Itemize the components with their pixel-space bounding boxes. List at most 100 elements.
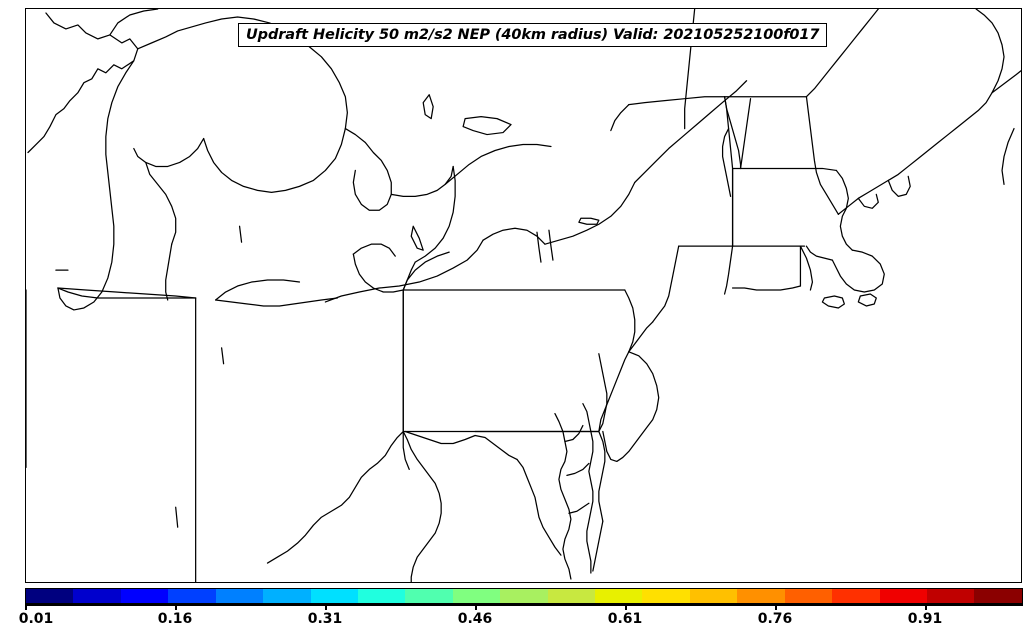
colorbar-tick-6 <box>925 604 927 610</box>
lake-erie-south-shore <box>214 297 338 307</box>
colorbar-segment-4 <box>215 589 264 603</box>
chesapeake-bay-east <box>582 402 594 574</box>
massachusetts-north-border <box>731 167 837 172</box>
colorbar-tick-2 <box>325 604 327 610</box>
colorbar-segment-18 <box>879 589 928 603</box>
new-jersey-outline <box>602 351 660 463</box>
map-title-text: Updraft Helicity 50 m2/s2 NEP (40km radi… <box>246 27 820 43</box>
lake-huron-west-shore <box>390 165 454 197</box>
georgian-bay-island-b <box>410 225 424 251</box>
connecticut-south-coast <box>731 285 802 291</box>
colorbar-segment-10 <box>500 589 548 603</box>
colorbar: 0.01 0.16 0.31 0.46 0.61 0.76 0.91 <box>0 586 1033 633</box>
nantucket-island <box>857 293 877 307</box>
colorbar-tick-4 <box>625 604 627 610</box>
marthas-vineyard <box>821 295 845 309</box>
maine-coast <box>837 92 993 215</box>
colorbar-label-6: 0.91 <box>907 611 943 627</box>
colorbar-label-1: 0.16 <box>157 611 193 627</box>
keweenaw-peninsula <box>109 9 159 36</box>
colorbar-tick-0 <box>25 604 27 610</box>
pennsylvania-northeast-corner <box>624 289 636 353</box>
lake-michigan-dash-c <box>175 506 179 528</box>
michigan-lower-west-coast <box>165 243 173 301</box>
new-york-canada-border <box>628 96 726 106</box>
colorbar-label-0: 0.01 <box>18 611 54 627</box>
colorbar-label-4: 0.61 <box>607 611 643 627</box>
ontario-border-north <box>444 143 552 186</box>
colorbar-tick-3 <box>475 604 477 610</box>
colorbar-label-5: 0.76 <box>757 611 793 627</box>
colorbar-axis-line <box>25 604 1023 606</box>
pennsylvania-erie-triangle <box>402 251 450 291</box>
maine-west-border <box>805 9 879 98</box>
finger-lakes-a <box>536 231 542 263</box>
colorbar-segment-9 <box>452 589 501 603</box>
colorbar-segment-6 <box>310 589 358 603</box>
colorbar-segment-15 <box>737 589 785 603</box>
delmarva-coast <box>598 430 606 522</box>
colorbar-segment-14 <box>689 589 738 603</box>
colorbar-segment-16 <box>784 589 833 603</box>
colorbar-tick-1 <box>175 604 177 610</box>
lake-erie-east-end <box>482 227 546 245</box>
maine-penobscot-bay <box>887 175 911 197</box>
buzzards-bay <box>805 245 834 261</box>
pennsylvania-east-delaware-river <box>598 351 630 433</box>
colorbar-segment-13 <box>642 589 690 603</box>
ohio-west-virginia-border <box>266 430 404 564</box>
lake-erie-west-bay <box>214 279 301 301</box>
northern-michigan-bay <box>145 161 177 245</box>
chesapeake-bay-inlet-c <box>568 502 590 514</box>
colorbar-segment-20 <box>974 589 1022 603</box>
colorbar-segment-2 <box>120 589 169 603</box>
michigan-indiana-border <box>57 287 197 299</box>
delmarva-south <box>592 520 604 572</box>
upper-michigan-lake-michigan-shore <box>133 137 205 168</box>
manitoulin-island <box>462 116 512 136</box>
maine-north-border <box>975 9 1005 94</box>
lake-michigan-west-shore <box>57 60 135 311</box>
saginaw-bay-outline <box>344 127 392 211</box>
nova-scotia-edge <box>1001 127 1015 186</box>
upper-peninsula-outline <box>137 16 348 193</box>
new-jersey-north <box>628 321 654 353</box>
st-lawrence-river <box>634 80 748 184</box>
map-panel: Updraft Helicity 50 m2/s2 NEP (40km radi… <box>25 8 1022 583</box>
lake-ontario-outline <box>544 181 636 245</box>
maryland-potomac <box>516 458 562 556</box>
lake-michigan-dash-b <box>220 347 225 365</box>
lake-oneida <box>578 217 600 225</box>
georgian-bay-island-a <box>422 94 434 120</box>
colorbar-segment-7 <box>357 589 406 603</box>
lake-michigan-south-shore <box>57 287 197 299</box>
lake-st-clair <box>352 243 396 257</box>
rhode-island-outline <box>799 245 814 291</box>
colorbar-segment-12 <box>595 589 643 603</box>
chesapeake-bay-inlet-b <box>566 462 590 476</box>
connecticut-west-border <box>723 245 734 295</box>
colorbar-label-3: 0.46 <box>457 611 493 627</box>
map-geography <box>26 9 1021 582</box>
colorbar-gradient <box>25 588 1023 604</box>
maryland-west-panhandle <box>404 430 518 461</box>
colorbar-segment-1 <box>73 589 121 603</box>
west-virginia-panhandle <box>402 430 410 471</box>
michigan-thumb-shore <box>414 165 456 263</box>
west-virginia-outline <box>402 430 442 582</box>
chesapeake-bay-west <box>554 412 572 580</box>
new-hampshire-east-border <box>805 96 839 215</box>
colorbar-segment-8 <box>405 589 453 603</box>
new-york-hudson-to-nyc <box>652 245 680 323</box>
finger-lakes-b <box>548 229 554 261</box>
chesapeake-bay-inlet-a <box>564 424 584 443</box>
lake-champlain <box>721 127 732 197</box>
maine-casco-bay <box>857 193 879 209</box>
lake-erie-outline <box>324 239 484 303</box>
lake-michigan-dash-a <box>238 225 243 243</box>
colorbar-segment-11 <box>547 589 596 603</box>
vermont-interior-line <box>739 98 752 170</box>
colorbar-segment-19 <box>927 589 975 603</box>
cape-cod-outline <box>831 249 885 293</box>
colorbar-segment-0 <box>26 589 74 603</box>
